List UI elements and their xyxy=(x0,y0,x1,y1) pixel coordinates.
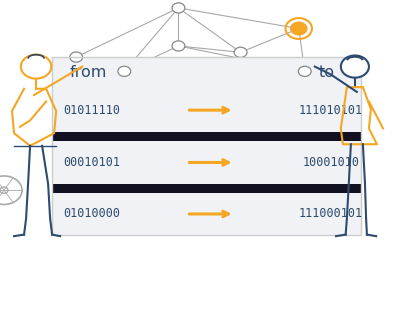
Bar xyxy=(52,132,361,141)
Bar xyxy=(52,141,361,184)
Bar xyxy=(52,57,361,235)
Bar xyxy=(52,89,361,132)
Circle shape xyxy=(234,47,247,57)
Circle shape xyxy=(172,3,185,13)
Bar xyxy=(52,57,361,89)
Text: 111010101: 111010101 xyxy=(299,104,363,117)
Text: 01010000: 01010000 xyxy=(64,207,121,221)
Text: 01011110: 01011110 xyxy=(64,104,121,117)
Circle shape xyxy=(21,55,51,79)
Text: 111000101: 111000101 xyxy=(299,207,363,221)
Bar xyxy=(52,184,361,193)
Text: 10001010: 10001010 xyxy=(302,156,359,169)
Circle shape xyxy=(118,66,131,76)
Bar xyxy=(52,193,361,235)
Circle shape xyxy=(341,55,369,78)
Circle shape xyxy=(172,41,185,51)
Circle shape xyxy=(290,22,308,36)
Text: 00010101: 00010101 xyxy=(64,156,121,169)
Circle shape xyxy=(298,66,311,76)
Circle shape xyxy=(70,52,83,62)
Text: to: to xyxy=(319,65,335,81)
Text: from: from xyxy=(69,65,107,81)
